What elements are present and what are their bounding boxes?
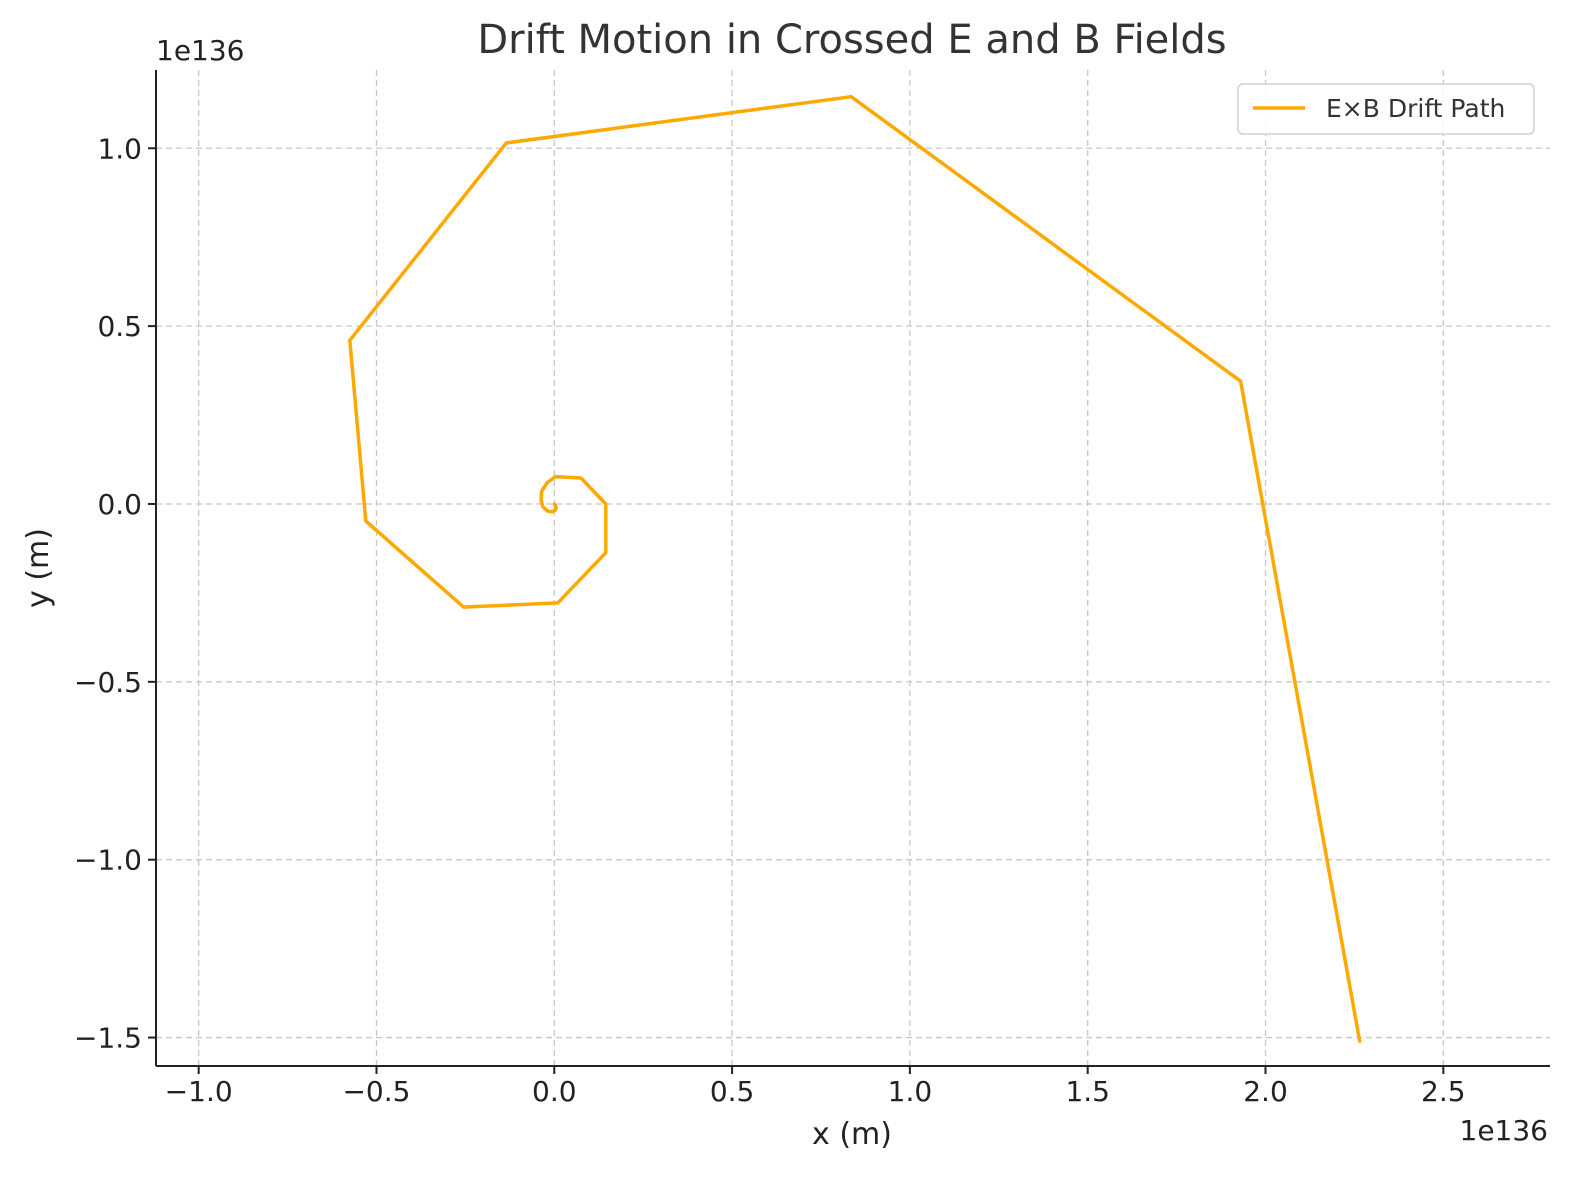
- y-tick-label: −1.5: [74, 1022, 142, 1055]
- series-line-exb-drift-path: [348, 94, 1362, 1043]
- y-tick-label: 0.5: [97, 310, 142, 343]
- y-offset-label: 1e136: [156, 34, 244, 67]
- x-tick-label: 0.5: [710, 1075, 755, 1108]
- y-tick-label: −0.5: [74, 666, 142, 699]
- axes: [155, 70, 1550, 1067]
- x-tick-label: 1.5: [1065, 1075, 1110, 1108]
- legend-box: [1237, 83, 1535, 135]
- chart-title: Drift Motion in Crossed E and B Fields: [477, 17, 1226, 63]
- x-tick-label: 2.0: [1243, 1075, 1288, 1108]
- y-axis-label: y (m): [21, 528, 56, 608]
- x-offset-label: 1e136: [1460, 1114, 1548, 1147]
- x-axis-label: x (m): [812, 1117, 892, 1152]
- x-tick-label: −0.5: [342, 1075, 410, 1108]
- y-tick-label: 0.0: [97, 488, 142, 521]
- x-tick-label: 0.0: [532, 1075, 577, 1108]
- y-tick-label: 1.0: [97, 132, 142, 165]
- x-ticks: −1.0 −0.5 0.0 0.5 1.0 1.5 2.0 2.5: [165, 1066, 1466, 1108]
- legend-label: E×B Drift Path: [1326, 94, 1505, 123]
- series-layer: [348, 94, 1362, 1043]
- x-tick-label: 1.0: [888, 1075, 933, 1108]
- y-ticks: −1.5 −1.0 −0.5 0.0 0.5 1.0: [74, 132, 156, 1055]
- legend: E×B Drift Path: [1237, 83, 1535, 135]
- x-tick-label: 2.5: [1421, 1075, 1466, 1108]
- x-tick-label: −1.0: [165, 1075, 233, 1108]
- grid-lines: [156, 70, 1550, 1066]
- y-tick-label: −1.0: [74, 844, 142, 877]
